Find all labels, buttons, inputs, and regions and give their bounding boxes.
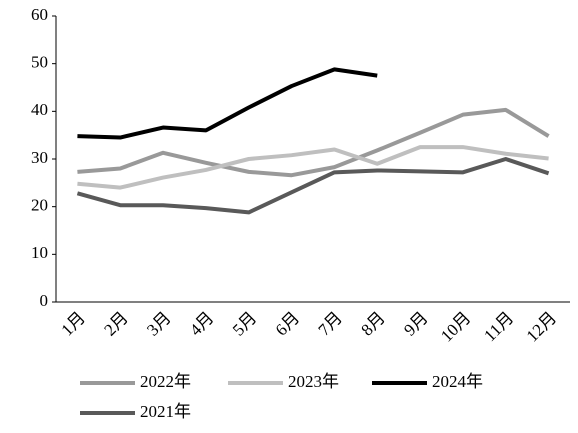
y-tick-label: 60 [31, 5, 48, 24]
y-tick-label: 20 [31, 196, 48, 215]
x-tick-label: 3月 [143, 308, 174, 339]
legend-label: 2024年 [432, 372, 483, 391]
y-tick-label: 30 [31, 148, 48, 167]
x-tick-label: 1月 [58, 308, 89, 339]
x-tick-label: 6月 [272, 308, 303, 339]
legend-label: 2023年 [288, 372, 339, 391]
x-tick-label: 11月 [480, 308, 517, 345]
series-line [77, 145, 549, 190]
series-line [76, 157, 550, 215]
x-tick-label: 10月 [437, 308, 474, 345]
x-tick-label: 9月 [400, 308, 431, 339]
x-tick-label: 2月 [100, 308, 131, 339]
series-line [77, 67, 378, 140]
x-tick-label: 7月 [315, 308, 346, 339]
y-tick-label: 40 [31, 100, 48, 119]
legend-label: 2022年 [140, 372, 191, 391]
y-tick-label: 10 [31, 243, 48, 262]
x-tick-label: 5月 [229, 308, 260, 339]
x-tick-label: 12月 [523, 308, 560, 345]
series-line [77, 107, 550, 178]
x-tick-label: 4月 [186, 308, 217, 339]
x-tick-label: 8月 [357, 308, 388, 339]
legend-label: 2021年 [140, 402, 191, 421]
y-tick-label: 0 [40, 291, 49, 310]
y-tick-label: 50 [31, 53, 48, 72]
